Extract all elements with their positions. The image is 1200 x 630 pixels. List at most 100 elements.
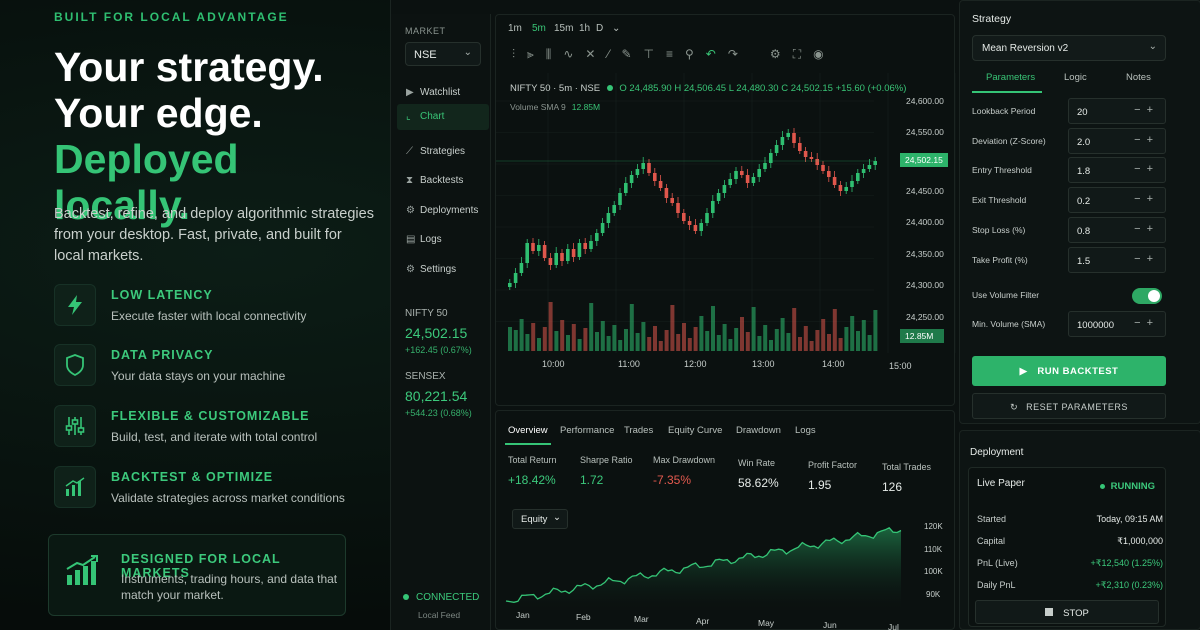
gear-icon[interactable]: ⚙ (769, 47, 781, 61)
metric-value: 1.72 (580, 473, 604, 487)
text-icon[interactable]: ≡ (665, 47, 673, 61)
sidebar-item-backtests[interactable]: ⧗ Backtests (397, 168, 489, 194)
sidebar-item-strategies[interactable]: ⟋ Strategies (397, 139, 489, 165)
equity-x-tick: Jun (823, 620, 837, 630)
volume-bar (867, 335, 872, 351)
market-select[interactable]: NSE ⌄ (405, 42, 481, 66)
stop-button[interactable]: STOP (975, 600, 1159, 624)
equity-select[interactable]: Equity ⌄ (512, 509, 568, 529)
reset-parameters-label: RESET PARAMETERS (1026, 402, 1128, 412)
strategy-select[interactable]: Mean Reversion v2 ⌄ (972, 35, 1166, 61)
sidebar-item-label: Strategies (420, 146, 466, 157)
strategy-panel: Strategy Mean Reversion v2 ⌄ Parameters L… (959, 0, 1200, 424)
camera-icon[interactable]: ◉ (813, 47, 824, 61)
index-sensex[interactable]: SENSEX 80,221.54 +544.23 (0.68%) (405, 371, 472, 418)
volume-filter-toggle[interactable] (1132, 288, 1162, 304)
crosshair-icon[interactable]: ✕ (585, 47, 596, 61)
brush-icon[interactable]: ✎ (621, 47, 632, 61)
candle-body (734, 171, 738, 179)
tab-trades[interactable]: Trades (624, 425, 654, 436)
param-input[interactable]: 2.0 −+ (1068, 128, 1166, 154)
redo-icon[interactable]: ↷ (727, 47, 738, 61)
param-input[interactable]: 1.8 −+ (1068, 157, 1166, 183)
wave-icon[interactable]: ∿ (563, 47, 574, 61)
volume-filter-label: Use Volume Filter (972, 290, 1040, 300)
tab-notes[interactable]: Notes (1126, 72, 1151, 83)
price-tick: 24,550.00 (906, 127, 944, 137)
time-tick: 15:00 (889, 361, 912, 371)
candlestick-chart: 24,600.00 24,550.00 24,450.00 24,400.00 … (496, 73, 956, 371)
volume-bar (682, 323, 686, 351)
chevron-down-icon: ⌄ (463, 47, 472, 58)
tab-parameters[interactable]: Parameters (986, 72, 1036, 83)
volume-bar (711, 306, 715, 351)
market-select-value: NSE (414, 49, 437, 61)
tab-equity-curve[interactable]: Equity Curve (668, 425, 723, 436)
last-price-text: 24,502.15 (905, 155, 943, 165)
equity-select-value: Equity (521, 514, 548, 525)
compare-icon[interactable]: ⫼ (545, 47, 552, 61)
param-input[interactable]: 0.8 −+ (1068, 217, 1166, 243)
stepper-icon[interactable]: −+ (1134, 223, 1159, 235)
sidebar-item-logs[interactable]: ▤ Logs (397, 227, 489, 253)
sidebar-item-watchlist[interactable]: ▶ Watchlist (397, 80, 489, 106)
stepper-icon[interactable]: −+ (1134, 104, 1159, 116)
stepper-icon[interactable]: −+ (1134, 134, 1159, 146)
volume-bar (827, 334, 831, 351)
volume-bar (537, 338, 541, 351)
sidebar-item-deployments[interactable]: ⚙ Deployments (397, 198, 489, 224)
fib-icon[interactable]: ⊤ (643, 47, 654, 61)
tab-logic[interactable]: Logic (1064, 72, 1087, 83)
param-input[interactable]: 1.5 −+ (1068, 247, 1166, 273)
stepper-icon[interactable]: −+ (1134, 163, 1159, 175)
tab-performance[interactable]: Performance (560, 425, 615, 436)
status-dot (1099, 483, 1105, 489)
stepper-icon[interactable]: −+ (1134, 253, 1159, 265)
param-input[interactable]: 1000000 −+ (1068, 311, 1166, 337)
deployment-row: Daily PnL +₹2,310 (0.23%) (977, 580, 1163, 590)
timeframe-5m[interactable]: 5m (532, 23, 546, 34)
metric-total-return: Total Return +18.42% (508, 455, 557, 487)
timeframe-1h[interactable]: 1h (579, 23, 591, 34)
sliders-icon (54, 405, 96, 447)
equity-y-tick: 110K (924, 545, 943, 554)
undo-icon[interactable]: ↶ (705, 47, 716, 61)
volume-bar (693, 327, 698, 351)
timeframe-1m[interactable]: 1m (508, 23, 522, 34)
feature-title: LOW LATENCY (111, 288, 213, 302)
sidebar-item-settings[interactable]: ⚙ Settings (397, 257, 489, 283)
tab-overview[interactable]: Overview (505, 425, 551, 445)
volume-bar (838, 338, 843, 351)
param-input[interactable]: 0.2 −+ (1068, 187, 1166, 213)
index-nifty[interactable]: NIFTY 50 24,502.15 +162.45 (0.67%) (405, 308, 472, 355)
volume-bar (554, 331, 559, 351)
timeframe-15m[interactable]: 15m (554, 23, 574, 34)
param-value: 2.0 (1077, 137, 1091, 148)
measure-icon[interactable]: ⚲ (685, 47, 694, 61)
equity-x-tick: Feb (576, 612, 591, 622)
tab-logs[interactable]: Logs (795, 425, 816, 436)
chevron-down-icon[interactable]: ⌄ (612, 23, 621, 34)
param-input[interactable]: 20 −+ (1068, 98, 1166, 124)
stepper-icon[interactable]: −+ (1134, 317, 1159, 329)
candle-body (769, 153, 773, 163)
volume-bar (664, 330, 669, 351)
candle-body (687, 221, 692, 225)
headline-line-1: Your strategy. (54, 44, 324, 90)
candles-icon[interactable]: ⫶ (512, 47, 516, 61)
chevron-down-icon: ⌄ (553, 512, 561, 523)
deployment-row-value: +₹12,540 (1.25%) (1090, 558, 1163, 568)
param-label: Stop Loss (%) (972, 225, 1026, 235)
stepper-icon[interactable]: −+ (1134, 193, 1159, 205)
candle-body (519, 263, 524, 273)
run-backtest-button[interactable]: ▶ RUN BACKTEST (972, 356, 1166, 386)
line-tool-icon[interactable]: ⁄ (607, 47, 610, 61)
fullscreen-icon[interactable]: ⛶ (792, 47, 802, 61)
timeframe-d[interactable]: D (596, 23, 604, 34)
tab-drawdown[interactable]: Drawdown (736, 425, 781, 436)
sidebar-item-chart[interactable]: ⌞ Chart (397, 104, 489, 130)
indicator-icon[interactable]: ⫸ (527, 47, 534, 61)
connection-label: CONNECTED (416, 592, 480, 603)
reset-parameters-button[interactable]: ↻ RESET PARAMETERS (972, 393, 1166, 419)
